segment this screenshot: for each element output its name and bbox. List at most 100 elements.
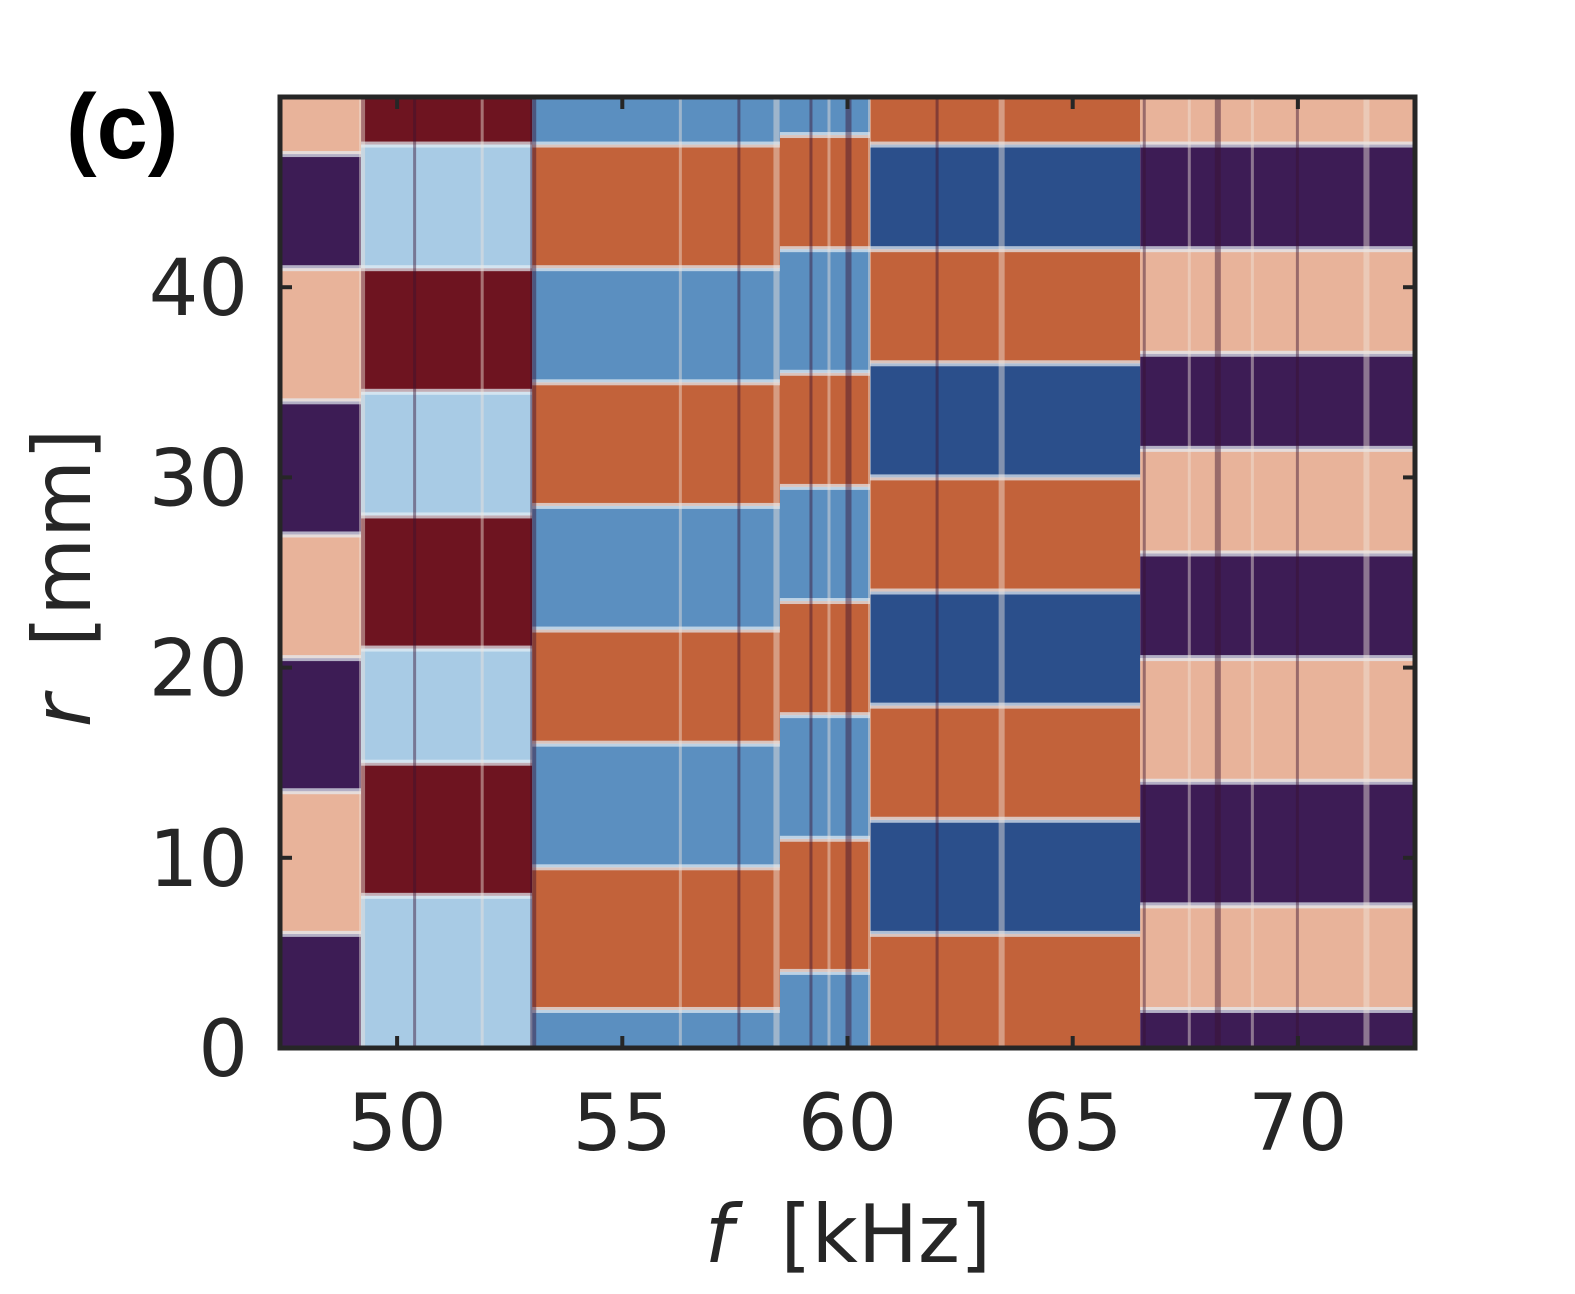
phase-boundary bbox=[361, 265, 533, 272]
y-tick-label: 30 bbox=[149, 434, 248, 524]
phase-band bbox=[1140, 144, 1415, 250]
streak bbox=[1214, 97, 1221, 1048]
phase-boundary bbox=[280, 930, 362, 937]
phase-boundary bbox=[280, 788, 362, 795]
phase-boundary bbox=[1140, 778, 1415, 785]
phase-band bbox=[870, 97, 1141, 145]
phase-band bbox=[532, 867, 780, 1010]
streak bbox=[845, 97, 852, 1048]
phase-boundary bbox=[779, 483, 871, 490]
x-tick-label: 60 bbox=[798, 1079, 897, 1169]
streak bbox=[809, 97, 813, 1048]
phase-boundary bbox=[280, 655, 362, 662]
phase-band bbox=[361, 391, 533, 516]
streak bbox=[1142, 97, 1146, 1048]
phase-band bbox=[280, 933, 362, 1048]
x-axis-symbol: f bbox=[705, 1188, 744, 1281]
phase-band bbox=[532, 743, 780, 868]
phase-band bbox=[1140, 353, 1415, 449]
x-tick-label: 70 bbox=[1248, 1079, 1347, 1169]
phase-boundary bbox=[870, 246, 1141, 253]
phase-boundary bbox=[532, 1006, 780, 1013]
phase-band bbox=[532, 268, 780, 383]
phase-band bbox=[870, 249, 1141, 364]
phase-band bbox=[870, 705, 1141, 820]
phase-boundary bbox=[361, 759, 533, 766]
phase-band bbox=[870, 933, 1141, 1048]
phase-boundary bbox=[779, 712, 871, 719]
phase-band bbox=[532, 1009, 780, 1048]
y-axis-ticks: 0 10 20 30 40 bbox=[149, 244, 1415, 1095]
streak bbox=[1363, 97, 1370, 1048]
phase-band bbox=[779, 486, 871, 602]
phase-band bbox=[779, 135, 871, 250]
phase-boundary bbox=[870, 930, 1141, 937]
streak bbox=[530, 97, 537, 1048]
streak bbox=[1187, 97, 1191, 1048]
phase-band bbox=[361, 97, 533, 145]
phase-boundary bbox=[532, 379, 780, 386]
panel-label: (c) bbox=[66, 76, 178, 178]
streak bbox=[678, 97, 682, 1048]
phase-band bbox=[870, 591, 1141, 706]
phase-band bbox=[779, 372, 871, 487]
phase-boundary bbox=[1140, 350, 1415, 357]
phase-boundary bbox=[532, 141, 780, 148]
phase-band bbox=[779, 249, 871, 373]
streak bbox=[935, 97, 939, 1048]
phase-boundary bbox=[532, 864, 780, 871]
phase-column-2 bbox=[532, 97, 780, 1048]
phase-boundary bbox=[532, 502, 780, 509]
phase-band bbox=[779, 97, 871, 136]
phase-band bbox=[1140, 658, 1415, 782]
y-axis-symbol: r bbox=[16, 689, 109, 727]
phase-band bbox=[1140, 553, 1415, 659]
phase-band bbox=[779, 971, 871, 1048]
phase-boundary bbox=[280, 398, 362, 405]
phase-boundary bbox=[1140, 1006, 1415, 1013]
y-tick-label: 40 bbox=[149, 244, 248, 334]
phase-column-4 bbox=[870, 97, 1141, 1048]
phase-boundary bbox=[280, 151, 362, 158]
phase-band bbox=[280, 154, 362, 269]
phase-band bbox=[532, 97, 780, 145]
streak bbox=[359, 97, 366, 1048]
phase-band bbox=[532, 144, 780, 269]
phase-boundary bbox=[870, 702, 1141, 709]
phase-band bbox=[1140, 249, 1415, 354]
phase-boundary bbox=[361, 388, 533, 395]
y-tick-label: 10 bbox=[149, 815, 248, 905]
phase-band bbox=[1140, 1009, 1415, 1048]
phase-band bbox=[1140, 97, 1415, 145]
phase-boundary bbox=[532, 740, 780, 747]
phase-boundary bbox=[1140, 902, 1415, 909]
x-tick-label: 65 bbox=[1023, 1079, 1122, 1169]
x-axis-label: f [kHz] bbox=[705, 1188, 992, 1281]
vertical-streaks bbox=[359, 97, 1370, 1048]
phase-boundary bbox=[280, 531, 362, 538]
phase-band bbox=[280, 97, 362, 155]
phase-boundary bbox=[361, 512, 533, 519]
phase-column-0 bbox=[280, 97, 362, 1048]
phase-band bbox=[361, 648, 533, 763]
phase-boundary bbox=[361, 892, 533, 899]
phase-boundary bbox=[280, 265, 362, 272]
x-axis-ticks: 50 55 60 65 70 bbox=[347, 97, 1348, 1169]
phase-band bbox=[870, 477, 1141, 592]
streak bbox=[1250, 97, 1254, 1048]
phase-band bbox=[361, 144, 533, 269]
phase-band bbox=[1140, 781, 1415, 906]
phase-band bbox=[779, 601, 871, 716]
phase-boundary bbox=[1140, 550, 1415, 557]
phase-boundary bbox=[1140, 655, 1415, 662]
phase-band bbox=[280, 534, 362, 659]
streak bbox=[1295, 97, 1299, 1048]
phase-boundary bbox=[870, 360, 1141, 367]
phase-band bbox=[1140, 448, 1415, 554]
phase-boundary bbox=[870, 141, 1141, 148]
streak bbox=[773, 97, 780, 1048]
phase-boundary bbox=[870, 474, 1141, 481]
phase-band bbox=[532, 382, 780, 506]
phase-column-3 bbox=[779, 97, 871, 1048]
